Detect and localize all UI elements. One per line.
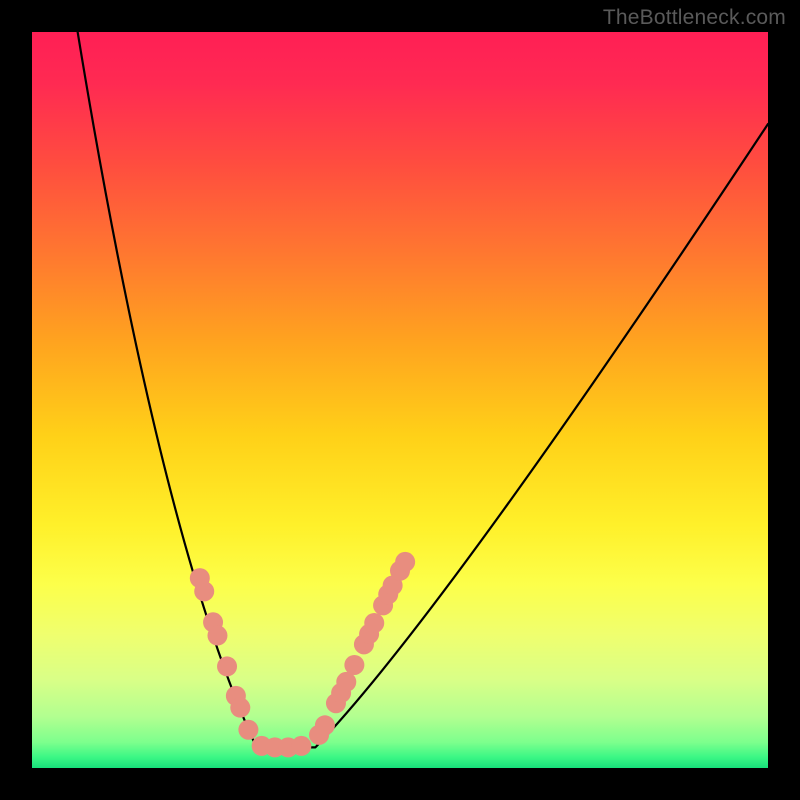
data-marker: [194, 581, 214, 601]
data-marker: [217, 656, 237, 676]
chart-curve-layer: [32, 32, 768, 768]
marker-group: [190, 552, 415, 757]
data-marker: [207, 626, 227, 646]
data-marker: [291, 736, 311, 756]
watermark-text: TheBottleneck.com: [603, 6, 786, 30]
data-marker: [230, 698, 250, 718]
v-curve-path: [78, 32, 768, 747]
data-marker: [344, 655, 364, 675]
data-marker: [238, 720, 258, 740]
chart-plot-area: [32, 32, 768, 768]
data-marker: [364, 613, 384, 633]
data-marker: [315, 715, 335, 735]
data-marker: [395, 552, 415, 572]
